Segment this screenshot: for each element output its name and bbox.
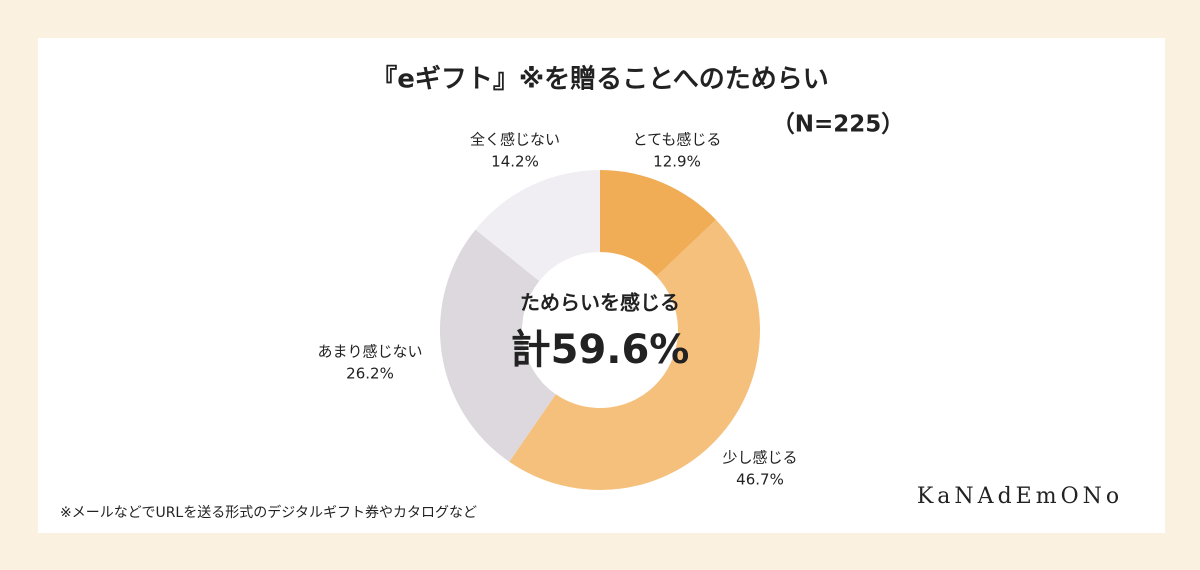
center-text: ためらいを感じる bbox=[520, 291, 680, 315]
slice-label: 少し感じる bbox=[722, 449, 797, 467]
slice-value-label: 14.2% bbox=[491, 153, 539, 171]
donut-slice bbox=[509, 219, 761, 491]
slice-label: 全く感じない bbox=[470, 131, 560, 149]
chart-subtitle: （N=225） bbox=[772, 111, 905, 138]
slice-label: とても感じる bbox=[633, 131, 722, 149]
center-total: 計59.6% bbox=[511, 327, 690, 373]
brand-logo: KaNAdEmONo bbox=[917, 484, 1123, 509]
donut-slice bbox=[600, 170, 716, 277]
donut-slice bbox=[475, 170, 600, 282]
footnote: ※メールなどでURLを送る形式のデジタルギフト券やカタログなど bbox=[60, 504, 477, 521]
donut-slice bbox=[439, 229, 556, 462]
chart-title: 『eギフト』※を贈ることへのためらい bbox=[371, 64, 829, 95]
slice-value-label: 46.7% bbox=[736, 471, 784, 489]
slice-label: あまり感じない bbox=[317, 343, 422, 361]
slice-value-label: 26.2% bbox=[346, 365, 394, 383]
slice-value-label: 12.9% bbox=[653, 153, 701, 171]
